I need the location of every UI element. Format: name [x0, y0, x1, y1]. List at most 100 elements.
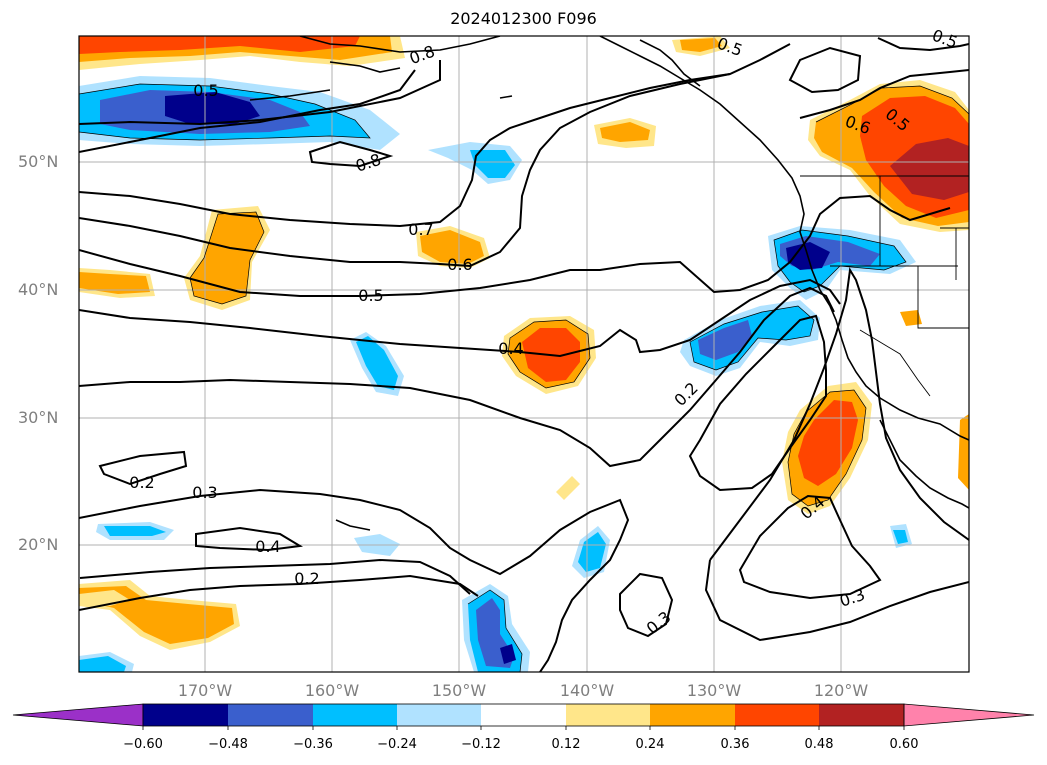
shade-area	[79, 36, 360, 54]
colorbar-segment	[819, 704, 904, 726]
shaded-field	[79, 36, 969, 672]
shade-outline	[787, 389, 867, 507]
contour-line	[704, 559, 969, 642]
colorbar-tick-label: −0.36	[293, 737, 333, 752]
shade-area	[79, 272, 150, 294]
shade-outline	[773, 229, 907, 293]
colorbar-extend-high	[903, 703, 1035, 727]
contour-lines	[79, 37, 969, 672]
colorbar-segment	[566, 704, 650, 726]
lat-label-50n: 50°N	[18, 152, 59, 171]
shade-area	[798, 400, 858, 486]
lat-label-20n: 20°N	[18, 535, 59, 554]
contour-line	[98, 450, 188, 486]
lon-label-160w: 160°W	[304, 681, 360, 700]
shade-area	[420, 230, 484, 264]
lon-label-120w: 120°W	[813, 681, 869, 700]
colorbar-segment	[481, 704, 566, 726]
shade-area	[600, 122, 650, 142]
contour-line	[709, 267, 969, 561]
contour-label: 0.2	[129, 473, 154, 492]
shade-outlines	[79, 83, 969, 672]
shade-outline	[79, 83, 371, 141]
colorbar	[12, 703, 1035, 730]
colorbar-segment	[650, 704, 735, 726]
shade-area	[470, 150, 515, 178]
colorbar-tick-label: 0.60	[889, 737, 919, 752]
contour-label: 0.4	[498, 339, 523, 358]
shade-area	[698, 320, 752, 360]
colorbar-extend-low	[12, 703, 144, 727]
contour-line	[308, 140, 394, 168]
coastline-baja	[879, 419, 969, 509]
colorbar-tick-label: −0.24	[377, 737, 417, 752]
shade-area	[578, 532, 606, 572]
contour-line	[79, 558, 471, 595]
colorbar-frame	[142, 703, 905, 727]
shade-area	[104, 526, 166, 536]
coastline	[639, 39, 701, 87]
contour-label: 0.6	[447, 255, 472, 274]
shade-area	[165, 92, 260, 124]
lon-label-140w: 140°W	[559, 681, 615, 700]
contour-line	[788, 46, 862, 94]
shade-area	[893, 530, 908, 544]
colorbar-segment	[228, 704, 313, 726]
contour-line	[79, 286, 835, 468]
contour-line	[79, 73, 731, 268]
lon-label-150w: 150°W	[431, 681, 487, 700]
contour-label: 0.2	[294, 569, 319, 588]
shade-area	[356, 336, 398, 390]
colorbar-tick-label: 0.48	[804, 737, 834, 752]
contour-line	[688, 314, 827, 492]
contour-line	[799, 69, 969, 119]
map-frame	[78, 35, 970, 673]
contour-line	[79, 488, 630, 672]
contour-label: 0.3	[192, 483, 217, 502]
lat-label-40n: 40°N	[18, 280, 59, 299]
colorbar-segment	[397, 704, 481, 726]
shade-area	[79, 656, 126, 672]
graticule	[79, 36, 969, 672]
colorbar-segment	[143, 704, 228, 726]
coastline-north-america	[599, 36, 969, 441]
colorbar-tick-label: 0.36	[720, 737, 750, 752]
contour-label: 0.5	[358, 286, 383, 305]
shade-area	[500, 644, 516, 664]
lat-label-30n: 30°N	[18, 408, 59, 427]
shade-area	[890, 138, 969, 200]
coastlines	[249, 36, 969, 531]
lon-label-130w: 130°W	[686, 681, 742, 700]
contour-line	[738, 494, 882, 600]
contour-line	[877, 37, 969, 52]
contour-line	[79, 278, 841, 358]
coastline	[499, 95, 513, 99]
shade-outline	[815, 85, 969, 123]
colorbar-segment	[735, 704, 819, 726]
shade-outline	[189, 211, 265, 305]
contour-label: 0.4	[255, 537, 280, 556]
coastline	[335, 519, 371, 531]
contour-line	[79, 43, 791, 228]
lon-label-170w: 170°W	[177, 681, 233, 700]
coastline	[299, 36, 501, 53]
colorbar-tick-label: 0.12	[551, 737, 581, 752]
contour-line	[79, 194, 951, 297]
shade-area	[556, 476, 580, 500]
colorbar-tick-label: −0.12	[461, 737, 501, 752]
colorbar-segment	[313, 704, 397, 726]
border-state	[859, 329, 931, 397]
coastline	[329, 61, 401, 73]
contour-label: 0.5	[193, 81, 218, 100]
political-borders	[800, 175, 969, 397]
shade-area	[900, 310, 922, 326]
shade-outline	[689, 305, 815, 371]
shade-area	[680, 38, 722, 52]
contour-line	[79, 69, 416, 153]
colorbar-ticks	[142, 726, 905, 730]
colorbar-tick-label: 0.24	[635, 737, 665, 752]
contour-line	[79, 574, 479, 611]
colorbar-tick-label: −0.60	[123, 737, 163, 752]
colorbar-tick-label: −0.48	[208, 737, 248, 752]
